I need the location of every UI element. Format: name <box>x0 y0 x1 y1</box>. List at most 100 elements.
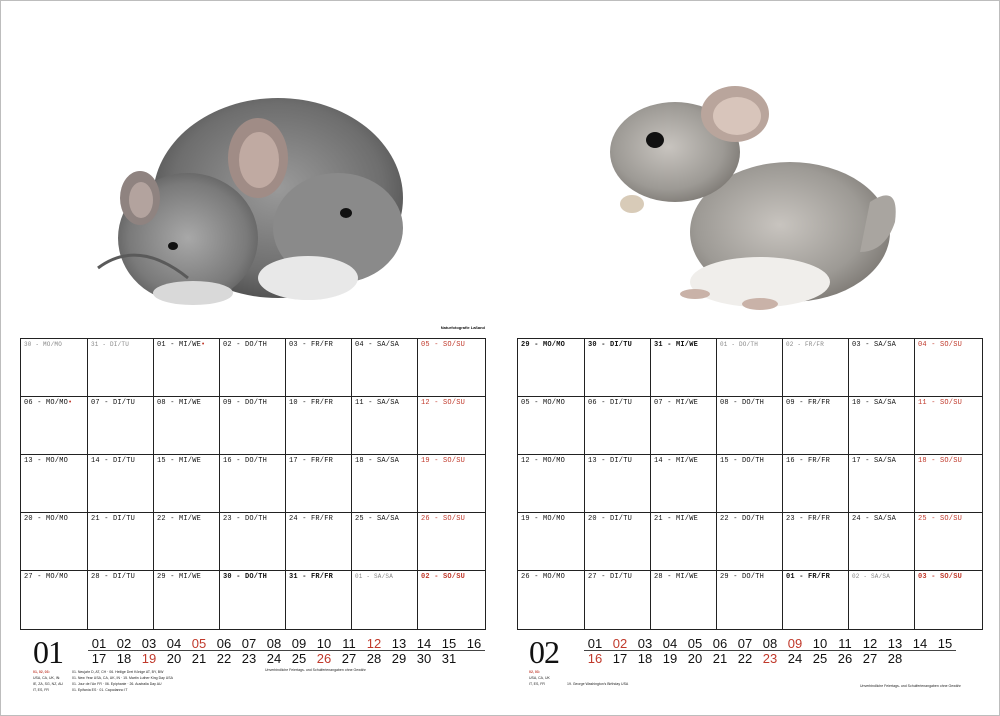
feb-day-cell: 02 - SA/SA <box>849 571 915 629</box>
feb-day-cell: 16 - FR/FR <box>783 455 849 513</box>
feb-day-cell: 07 - MI/WE <box>651 397 717 455</box>
jan-day-cell: 11 - SA/SA <box>352 397 418 455</box>
feb-day-cell: 01 - DO/TH <box>717 339 783 397</box>
strip-day: 29 <box>391 651 407 666</box>
strip-day: 13 <box>391 636 407 651</box>
feb-day-cell: 27 - DI/TU <box>585 571 651 629</box>
strip-day: 18 <box>116 651 132 666</box>
jan-day-cell: 20 - MO/MO <box>21 513 88 571</box>
feb-day-cell: 12 - MO/MO <box>518 455 585 513</box>
strip-day: 01 <box>91 636 107 651</box>
strip-day: 25 <box>812 651 828 666</box>
two-chinchillas-photo <box>78 88 418 318</box>
jan-day-cell: 25 - SA/SA <box>352 513 418 571</box>
strip-day: 11 <box>838 636 852 651</box>
jan-day-cell: 29 - MI/WE <box>154 571 220 629</box>
strip-day: 07 <box>737 636 753 651</box>
strip-day: 07 <box>241 636 257 651</box>
jan-day-cell: 01 - SA/SA <box>352 571 418 629</box>
strip-day: 22 <box>216 651 232 666</box>
feb-day-cell: 30 - DI/TU <box>585 339 651 397</box>
strip-day: 14 <box>416 636 432 651</box>
jan-day-cell: 14 - DI/TU <box>88 455 154 513</box>
footnote-line: 01. New Year USA, CA, UK, IN · 15. Marti… <box>72 676 173 680</box>
feb-day-cell: 09 - FR/FR <box>783 397 849 455</box>
strip-day: 17 <box>91 651 107 666</box>
jan-day-cell: 30 - MO/MO <box>21 339 88 397</box>
feb-day-cell: 14 - MI/WE <box>651 455 717 513</box>
jan-day-cell: 09 - DO/TH <box>220 397 286 455</box>
strip-day: 20 <box>687 651 703 666</box>
strip-day: 05 <box>687 636 703 651</box>
feb-day-cell: 08 - DO/TH <box>717 397 783 455</box>
strip-day: 19 <box>141 651 157 666</box>
jan-day-cell: 12 - SO/SU <box>418 397 485 455</box>
jan-day-cell: 04 - SA/SA <box>352 339 418 397</box>
jan-day-cell: 27 - MO/MO <box>21 571 88 629</box>
strip-day: 27 <box>862 651 878 666</box>
footnote-line: 01. Epifanía ES · 01. Capodanno IT <box>72 688 128 692</box>
feb-day-cell: 23 - FR/FR <box>783 513 849 571</box>
strip-day: 23 <box>241 651 257 666</box>
feb-day-cell: 03 - SO/SU <box>918 573 963 581</box>
strip-divider <box>584 650 956 651</box>
jan-day-cell: 21 - DI/TU <box>88 513 154 571</box>
strip-day: 06 <box>712 636 728 651</box>
jan-footnote-red: 01, 02, 03: <box>33 670 50 674</box>
strip-day: 30 <box>416 651 432 666</box>
jan-day-cell: 01 - MI/WE <box>154 339 220 397</box>
jan-day-cell: 05 - SO/SU <box>418 339 485 397</box>
jan-day-cell: 31 - FR/FR <box>286 571 352 629</box>
feb-day-cell: 02 - FR/FR <box>783 339 849 397</box>
strip-day: 03 <box>141 636 157 651</box>
jan-day-cell: 10 - FR/FR <box>286 397 352 455</box>
feb-day-cell: 06 - DI/TU <box>585 397 651 455</box>
strip-day: 28 <box>887 651 903 666</box>
month-number-february: 02 <box>529 634 560 670</box>
footnote-line: 01. Jour de l'An FR · 06. Epiphanie · 26… <box>72 682 162 686</box>
strip-day: 18 <box>637 651 653 666</box>
strip-day: 17 <box>612 651 628 666</box>
strip-day: 06 <box>216 636 232 651</box>
strip-day: 01 <box>587 636 603 651</box>
footnote-line: IT, ES, FR <box>33 688 49 692</box>
jan-day-cell: 31 - DI/TU <box>88 339 154 397</box>
footnote-line: USA, CA, UK <box>529 676 550 680</box>
photo-credit: Naturfotografie Laßand <box>440 325 485 330</box>
feb-day-cell: 05 - MO/MO <box>518 397 585 455</box>
feb-day-cell: 21 - MI/WE <box>651 513 717 571</box>
footnote-line: 01. Neujahr D, AT, CH · 06. Heilige Drei… <box>72 670 164 674</box>
february-grid: 29 - MO/MO 30 - DI/TU 31 - MI/WE 01 - DO/TH… <box>517 338 983 630</box>
strip-day: 16 <box>466 636 482 651</box>
strip-day: 09 <box>291 636 307 651</box>
jan-day-cell: 22 - MI/WE <box>154 513 220 571</box>
footnote-line: Unverbindliche Feiertags- und Schulferie… <box>265 668 366 672</box>
strip-day: 12 <box>862 636 878 651</box>
jan-day-cell: 02 - DO/TH <box>220 339 286 397</box>
jan-day-cell: 26 - SO/SU <box>418 513 485 571</box>
strip-day: 25 <box>291 651 307 666</box>
footnote-line: IE, ZA, SG, NZ, AU <box>33 682 63 686</box>
strip-day: 21 <box>712 651 728 666</box>
feb-day-cell: 28 - MI/WE <box>651 571 717 629</box>
jan-day-cell: 03 - FR/FR <box>286 339 352 397</box>
strip-day: 02 <box>612 636 628 651</box>
footnote-line: IT, ES, FR <box>529 682 545 686</box>
strip-day: 20 <box>166 651 182 666</box>
feb-day-cell: 03 - SA/SA <box>849 339 915 397</box>
footnote-line: 19. George Washington's Birthday USA <box>567 682 629 686</box>
strip-day: 13 <box>887 636 903 651</box>
strip-day: 04 <box>166 636 182 651</box>
feb-day-cell: 26 - MO/MO <box>518 571 585 629</box>
strip-day: 31 <box>441 651 457 666</box>
jan-day-cell: 07 - DI/TU <box>88 397 154 455</box>
strip-day: 21 <box>191 651 207 666</box>
feb-day-cell: 17 - SA/SA <box>849 455 915 513</box>
footnote-line: USA, CA, UK, IN: <box>33 676 61 680</box>
strip-day: 12 <box>366 636 382 651</box>
feb-day-cell: 20 - DI/TU <box>585 513 651 571</box>
strip-day: 19 <box>662 651 678 666</box>
jan-day-cell: 30 - DO/TH <box>220 571 286 629</box>
feb-day-cell: 29 - DO/TH <box>717 571 783 629</box>
